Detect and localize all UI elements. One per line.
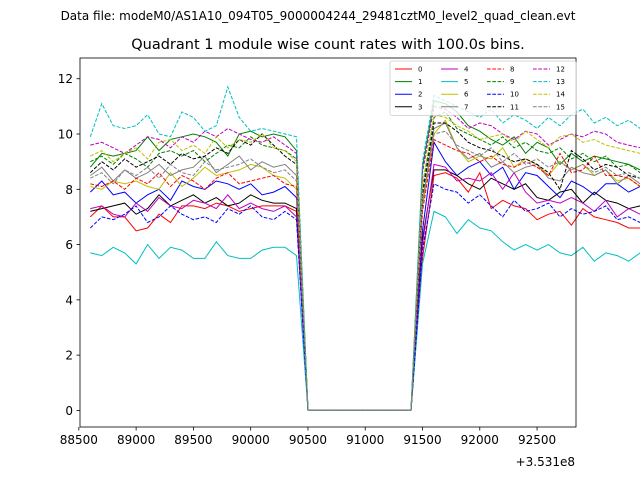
- x-tick-label: 92500: [518, 433, 556, 447]
- legend-label-12: 12: [556, 66, 565, 74]
- y-tick-label: 4: [65, 293, 73, 307]
- x-tick-label: 90000: [232, 433, 270, 447]
- y-tick-label: 10: [58, 128, 73, 142]
- series-line-2: [89, 140, 640, 411]
- x-offset-label: +3.531e8: [516, 455, 575, 469]
- legend-label-8: 8: [510, 66, 514, 74]
- legend-label-1: 1: [418, 78, 422, 86]
- y-tick-label: 8: [65, 183, 73, 197]
- legend-label-6: 6: [464, 91, 469, 99]
- series-line-10: [89, 183, 640, 411]
- legend-label-7: 7: [464, 103, 468, 111]
- axes-frame: [79, 57, 577, 428]
- series-line-6: [90, 119, 640, 411]
- series-line-0: [89, 171, 640, 411]
- x-tick-label: 91000: [346, 433, 384, 447]
- legend-label-9: 9: [510, 78, 514, 86]
- x-tick-label: 89000: [117, 433, 155, 447]
- x-tick-label: 88500: [60, 433, 98, 447]
- legend-label-2: 2: [418, 91, 422, 99]
- legend-label-11: 11: [510, 103, 519, 111]
- legend-label-3: 3: [418, 103, 422, 111]
- x-tick-label: 92000: [461, 433, 499, 447]
- series-line-7: [90, 122, 640, 411]
- series-line-1: [89, 100, 640, 411]
- series-line-9: [90, 111, 640, 411]
- plot-area: 88500 89000 89500 90000 90500 91000 91500 92000…: [58, 57, 640, 447]
- legend-label-10: 10: [510, 91, 519, 99]
- y-tick-label: 2: [65, 349, 73, 363]
- legend-label-13: 13: [556, 78, 565, 86]
- x-tick-label: 90500: [289, 433, 327, 447]
- x-tick-label: 91500: [403, 433, 441, 447]
- legend-label-14: 14: [556, 91, 565, 99]
- series-line-15: [90, 130, 640, 411]
- series-line-13: [89, 85, 640, 411]
- series-line-12: [90, 105, 640, 411]
- y-tick-label: 0: [65, 404, 73, 418]
- figure-suptitle: Data file: modeM0/AS1A10_094T05_90000042…: [61, 9, 576, 23]
- x-tick-label: 89500: [174, 433, 212, 447]
- legend-label-5: 5: [464, 78, 468, 86]
- legend-label-0: 0: [418, 66, 422, 74]
- series-line-4: [90, 163, 640, 411]
- y-tick-label: 6: [65, 238, 73, 252]
- legend-label-15: 15: [556, 103, 565, 111]
- series-line-11: [89, 122, 640, 411]
- legend-box: [389, 60, 577, 116]
- chart-title: Quadrant 1 module wise count rates with …: [131, 37, 525, 53]
- legend-label-4: 4: [464, 66, 469, 74]
- series-line-5: [90, 210, 640, 411]
- y-tick-label: 12: [58, 72, 73, 86]
